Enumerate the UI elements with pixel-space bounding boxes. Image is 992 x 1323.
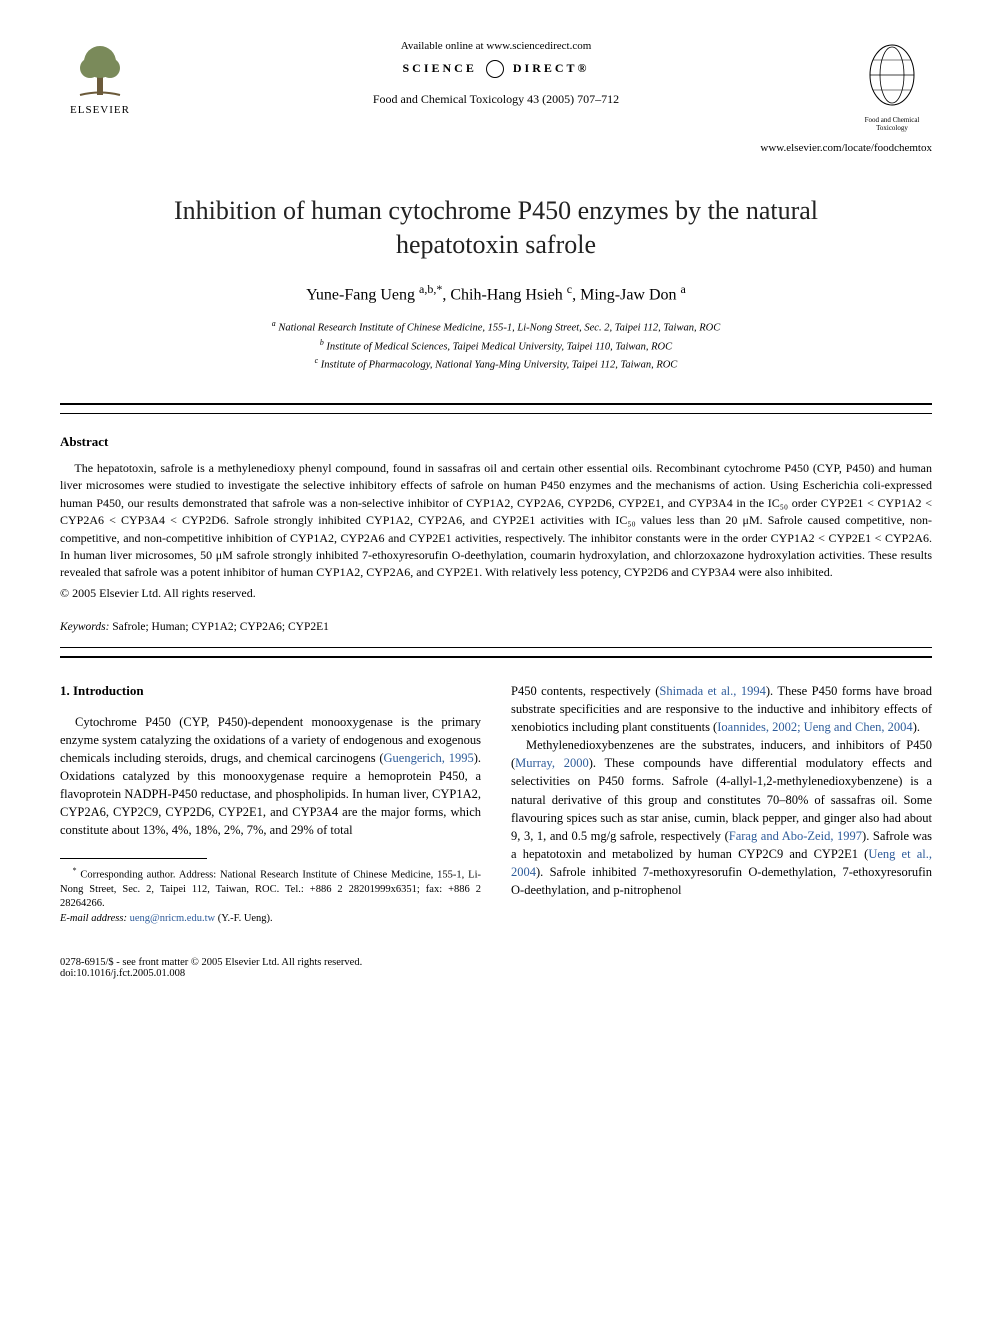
citation-link[interactable]: Shimada et al., 1994 xyxy=(659,684,765,698)
footnote-divider xyxy=(60,858,207,859)
divider xyxy=(60,403,932,405)
intro-paragraph-1-cont: P450 contents, respectively (Shimada et … xyxy=(511,682,932,736)
divider xyxy=(60,413,932,414)
abstract-section: Abstract The hepatotoxin, safrole is a m… xyxy=(60,434,932,601)
citation-link[interactable]: Guengerich, 1995 xyxy=(384,751,474,765)
email-label: E-mail address: xyxy=(60,913,127,924)
issn-line: 0278-6915/$ - see front matter © 2005 El… xyxy=(60,957,932,968)
affiliation-c: c Institute of Pharmacology, National Ya… xyxy=(60,355,932,373)
citation-link[interactable]: Murray, 2000 xyxy=(515,756,589,770)
fct-label: Food and Chemical Toxicology xyxy=(852,117,932,132)
science-direct-logo: SCIENCE DIRECT® xyxy=(140,60,852,78)
section-heading-intro: 1. Introduction xyxy=(60,682,481,701)
keywords-list: Safrole; Human; CYP1A2; CYP2A6; CYP2E1 xyxy=(112,621,329,633)
corresponding-author-footnote: * Corresponding author. Address: Nationa… xyxy=(60,865,481,927)
affiliations: a National Research Institute of Chinese… xyxy=(60,318,932,373)
citation-link[interactable]: Ioannides, 2002; Ueng and Chen, 2004 xyxy=(717,720,912,734)
citation-link[interactable]: Farag and Abo-Zeid, 1997 xyxy=(729,829,862,843)
email-link[interactable]: ueng@nricm.edu.tw xyxy=(130,913,215,924)
journal-reference: Food and Chemical Toxicology 43 (2005) 7… xyxy=(140,92,852,107)
keywords: Keywords: Safrole; Human; CYP1A2; CYP2A6… xyxy=(60,621,932,633)
elsevier-text: ELSEVIER xyxy=(70,104,130,116)
journal-logo: Food and Chemical Toxicology xyxy=(852,40,932,132)
affiliation-a: a National Research Institute of Chinese… xyxy=(60,318,932,336)
authors: Yune-Fang Ueng a,b,*, Chih-Hang Hsieh c,… xyxy=(60,282,932,304)
elsevier-url: www.elsevier.com/locate/foodchemtox xyxy=(60,142,932,154)
doi-line: doi:10.1016/j.fct.2005.01.008 xyxy=(60,968,932,979)
header-center: Available online at www.sciencedirect.co… xyxy=(140,40,852,107)
page-header: ELSEVIER Available online at www.science… xyxy=(60,40,932,132)
intro-paragraph-1: Cytochrome P450 (CYP, P450)-dependent mo… xyxy=(60,713,481,840)
science-direct-icon xyxy=(486,60,504,78)
available-online-text: Available online at www.sciencedirect.co… xyxy=(140,40,852,52)
affiliation-b: b Institute of Medical Sciences, Taipei … xyxy=(60,337,932,355)
keywords-label: Keywords: xyxy=(60,621,109,633)
abstract-body: The hepatotoxin, safrole is a methylened… xyxy=(60,460,932,582)
sd-right: DIRECT® xyxy=(513,61,590,75)
sd-left: SCIENCE xyxy=(403,61,477,75)
abstract-heading: Abstract xyxy=(60,434,932,450)
fct-icon xyxy=(865,40,920,110)
elsevier-tree-icon xyxy=(70,40,130,100)
body-columns: 1. Introduction Cytochrome P450 (CYP, P4… xyxy=(60,682,932,927)
right-column: P450 contents, respectively (Shimada et … xyxy=(511,682,932,927)
intro-paragraph-2: Methylenedioxybenzenes are the substrate… xyxy=(511,736,932,899)
divider xyxy=(60,656,932,658)
copyright: © 2005 Elsevier Ltd. All rights reserved… xyxy=(60,586,932,601)
elsevier-logo: ELSEVIER xyxy=(60,40,140,130)
divider xyxy=(60,647,932,648)
left-column: 1. Introduction Cytochrome P450 (CYP, P4… xyxy=(60,682,481,927)
footer: 0278-6915/$ - see front matter © 2005 El… xyxy=(60,957,932,979)
article-title: Inhibition of human cytochrome P450 enzy… xyxy=(120,194,872,262)
